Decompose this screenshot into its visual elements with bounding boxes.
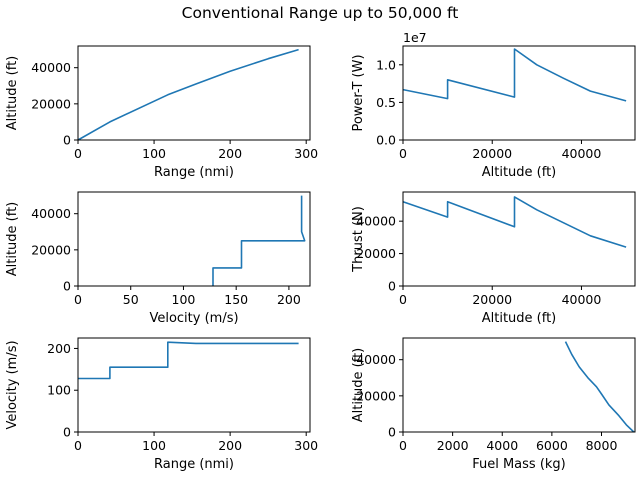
figure-title: Conventional Range up to 50,000 ft xyxy=(182,4,459,22)
y-tick-label: 200 xyxy=(47,341,71,356)
x-tick-label: 150 xyxy=(224,292,248,307)
x-tick-label: 0 xyxy=(399,438,407,453)
axes-frame xyxy=(402,45,636,141)
y-tick-label: 20000 xyxy=(356,246,396,261)
x-tick-label: 8000 xyxy=(586,438,618,453)
y-axis-label: Power-T (W) xyxy=(351,54,366,131)
series-line xyxy=(564,341,635,433)
x-tick-label: 0 xyxy=(399,146,407,161)
series-line xyxy=(78,341,299,380)
y-tick-label: 0.0 xyxy=(376,133,396,148)
axes-frame xyxy=(77,337,311,433)
x-axis-label: Altitude (ft) xyxy=(482,311,557,326)
y-tick-label: 100 xyxy=(47,383,71,398)
axes-frame xyxy=(77,191,311,287)
y-tick-label: 0 xyxy=(63,425,71,440)
x-axis-label: Fuel Mass (kg) xyxy=(472,457,566,472)
x-tick-label: 100 xyxy=(172,292,196,307)
x-tick-label: 40000 xyxy=(562,292,602,307)
series-line xyxy=(402,196,627,248)
y-tick-label: 20000 xyxy=(31,242,71,257)
x-tick-label: 0 xyxy=(74,292,82,307)
axes-frame xyxy=(402,337,636,433)
series-line xyxy=(77,48,299,141)
x-tick-label: 6000 xyxy=(536,438,568,453)
x-tick-label: 200 xyxy=(218,438,242,453)
series-line xyxy=(212,195,306,286)
x-axis-label: Velocity (m/s) xyxy=(149,311,238,326)
x-tick-label: 200 xyxy=(218,146,242,161)
x-tick-label: 20000 xyxy=(472,292,512,307)
x-tick-label: 40000 xyxy=(562,146,602,161)
y-axis-label: Altitude (ft) xyxy=(351,348,366,423)
x-tick-label: 100 xyxy=(142,438,166,453)
y-tick-label: 0 xyxy=(63,279,71,294)
x-tick-label: 0 xyxy=(74,438,82,453)
series-line xyxy=(402,48,627,102)
x-tick-label: 4000 xyxy=(486,438,518,453)
y-tick-label: 0 xyxy=(388,279,396,294)
x-tick-label: 2000 xyxy=(437,438,469,453)
x-tick-label: 300 xyxy=(294,438,318,453)
x-tick-label: 50 xyxy=(123,292,139,307)
x-tick-label: 0 xyxy=(399,292,407,307)
chart-altitude-vs-range: 0 100 200 300 0 20000 40000 Range (nmi) Altitude… xyxy=(5,45,318,180)
axes-frame xyxy=(402,191,636,287)
y-tick-label: 40000 xyxy=(356,214,396,229)
chart-velocity-vs-range: 0 100 200 300 0 100 200 Range (nmi) Velocity (m/… xyxy=(5,337,318,472)
y-tick-label: 0.5 xyxy=(376,95,396,110)
x-tick-label: 20000 xyxy=(472,146,512,161)
x-tick-label: 200 xyxy=(277,292,301,307)
y-tick-label: 40000 xyxy=(31,206,71,221)
y-tick-label: 20000 xyxy=(356,388,396,403)
y-offset-text: 1e7 xyxy=(403,30,427,45)
x-tick-label: 0 xyxy=(74,146,82,161)
y-axis-label: Altitude (ft) xyxy=(5,56,20,131)
y-axis-label: Velocity (m/s) xyxy=(5,340,20,429)
y-tick-label: 0 xyxy=(63,133,71,148)
y-tick-label: 1.0 xyxy=(376,57,396,72)
x-tick-label: 100 xyxy=(142,146,166,161)
y-axis-label: Thrust (N) xyxy=(351,206,366,273)
chart-altitude-vs-fuel-mass: 0 2000 4000 6000 8000 0 20000 40000 Fuel Mass (k… xyxy=(351,337,636,472)
x-axis-label: Altitude (ft) xyxy=(482,165,557,180)
x-axis-label: Range (nmi) xyxy=(154,457,234,472)
chart-thrust-vs-altitude: 0 20000 40000 0 20000 40000 Altitude (ft) Thrus… xyxy=(351,191,636,326)
axes-frame xyxy=(77,45,311,141)
y-tick-label: 0 xyxy=(388,425,396,440)
chart-power-vs-altitude: 0 20000 40000 0.0 0.5 1.0 1e7 Altitude (ft) Powe… xyxy=(351,30,636,180)
y-tick-label: 40000 xyxy=(356,352,396,367)
x-axis-label: Range (nmi) xyxy=(154,165,234,180)
x-tick-label: 300 xyxy=(294,146,318,161)
chart-altitude-vs-velocity: 0 50 100 150 200 0 20000 40000 Velocity (m/s) Alt… xyxy=(5,191,311,326)
y-axis-label: Altitude (ft) xyxy=(5,202,20,277)
y-tick-label: 20000 xyxy=(31,96,71,111)
y-tick-label: 40000 xyxy=(31,60,71,75)
